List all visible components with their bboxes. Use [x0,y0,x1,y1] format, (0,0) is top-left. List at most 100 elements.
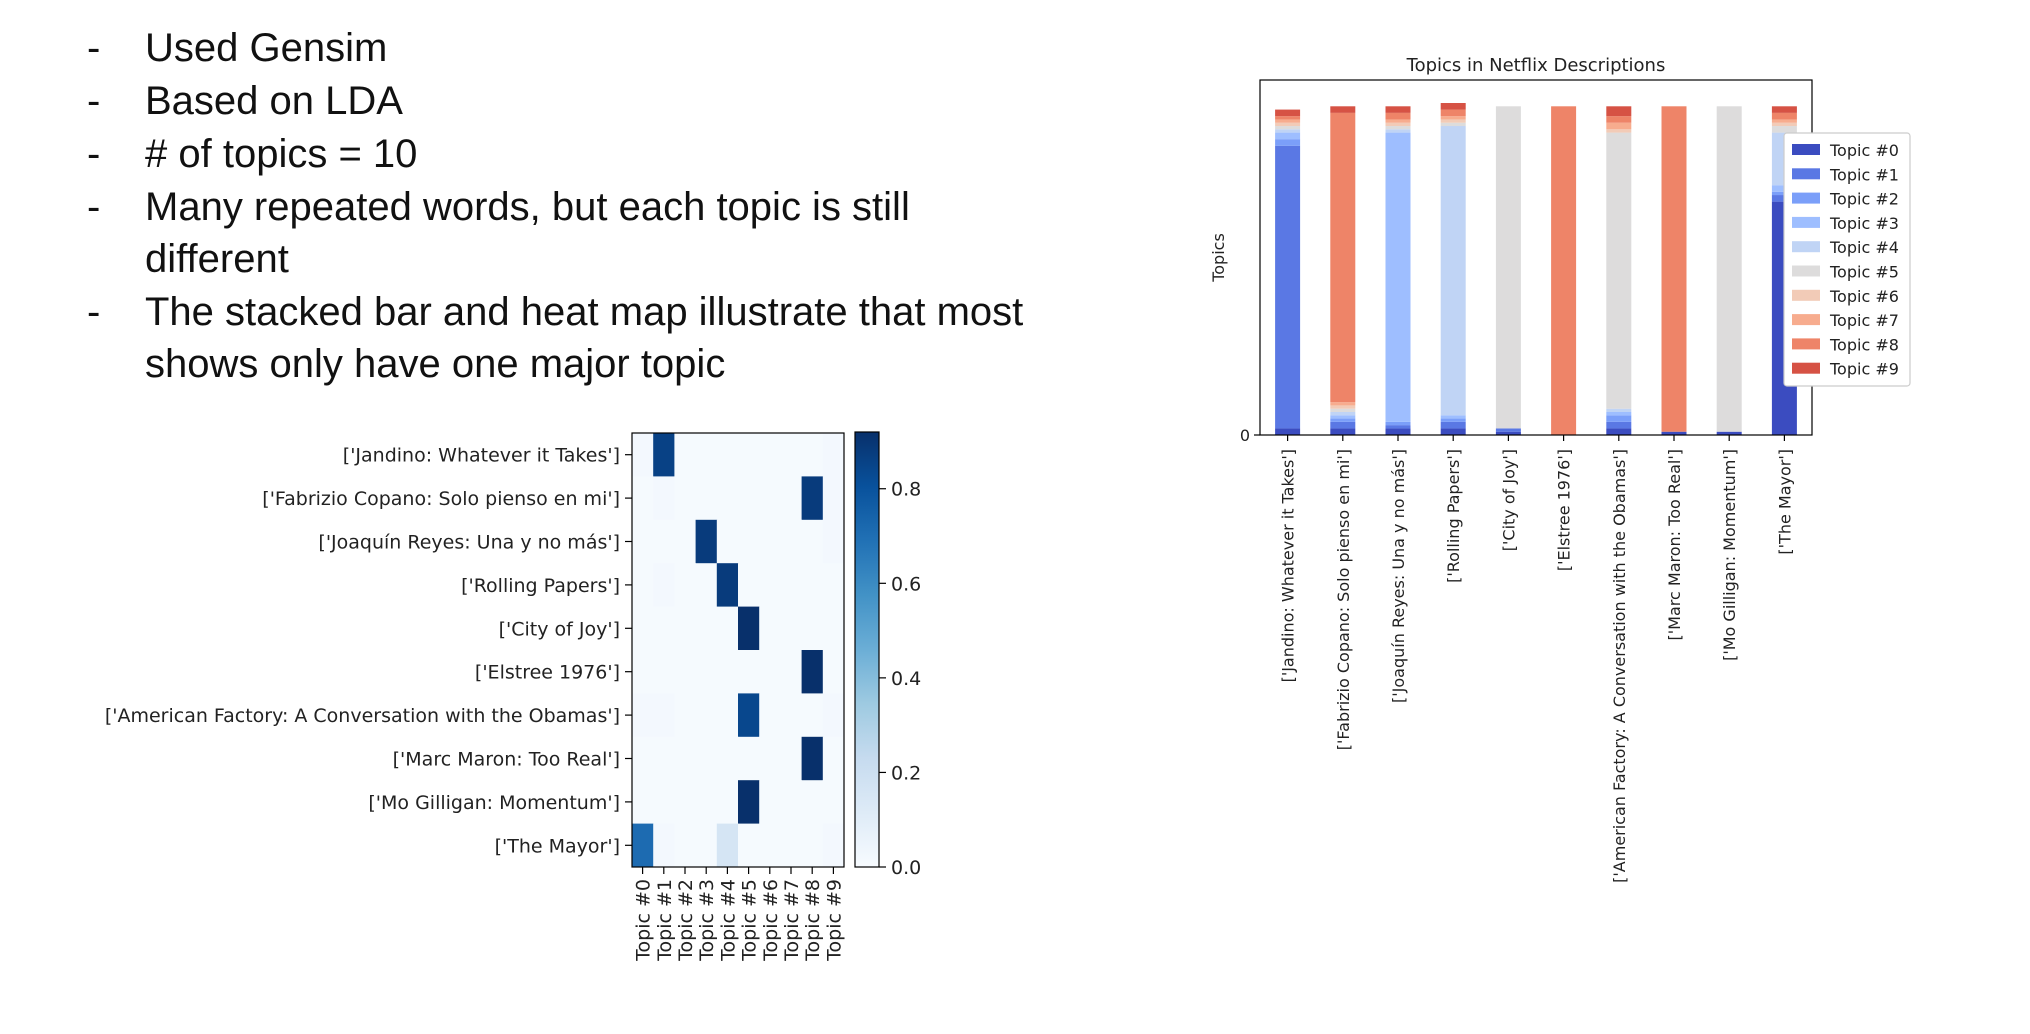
bar-segment [1771,185,1797,192]
bullet-text: Many repeated words, but each topic is s… [145,185,910,281]
bar-segment [1771,122,1797,127]
legend-label: Topic #5 [1829,263,1899,282]
bar-segment [1606,129,1632,133]
bar-segment [1440,421,1466,429]
bullet-marker: - [87,185,101,229]
heatmap-col-label: Topic #7 [781,879,803,962]
legend-label: Topic #2 [1829,190,1899,209]
heatmap-cell [801,519,824,564]
heatmap-col-label: Topic #3 [696,879,718,962]
heatmap-row-label: ['Jandino: Whatever it Takes'] [343,445,620,467]
legend-label: Topic #6 [1829,287,1899,306]
bar-segment [1440,126,1466,416]
heatmap-col-label: Topic #5 [739,879,761,962]
bar-segment [1606,116,1632,123]
heatmap-cell [822,650,845,694]
heatmap-cell [759,476,781,521]
bullet-text: Used Gensim [145,26,388,70]
colorbar-tick-label: 0.8 [891,479,921,501]
bar-segment [1771,126,1797,133]
bullet-item: - # of topics = 10 [85,128,985,180]
heatmap-cell [653,823,675,868]
bar-segment [1275,116,1301,120]
heatmap-cell [738,433,760,477]
legend-swatch [1792,338,1820,350]
x-tick-label: ['Elstree 1976'] [1555,449,1574,571]
bar-segment [1385,119,1411,123]
bar-segment [1661,106,1687,432]
bar-segment [1275,109,1301,117]
heatmap-col-label: Topic #2 [675,879,697,962]
heatmap-chart: ['Jandino: Whatever it Takes'] ['Fabrizio… [105,431,921,962]
heatmap-cell [738,563,760,607]
heatmap-row-label: ['Elstree 1976'] [475,662,620,684]
bar-segment [1771,112,1797,120]
legend-label: Topic #9 [1829,360,1899,379]
heatmap-cell [695,606,718,651]
bar-segment [1495,431,1521,435]
heatmap-row-label: ['The Mayor'] [495,835,620,857]
bullet-marker: - [87,290,101,334]
bullet-text: The stacked bar and heat map illustrate … [145,290,1024,386]
heatmap-frame [631,432,845,868]
x-tick-label: ['City of Joy'] [1499,449,1518,551]
heatmap-cell [632,433,654,477]
heatmap-cell [780,780,802,824]
heatmap-cell [822,736,845,781]
bar-segment [1275,145,1301,429]
heatmap-row-label: ['Mo Gilligan: Momentum'] [368,792,620,814]
heatmap-cell [780,606,802,651]
heatmap-cell [801,736,824,781]
heatmap-col-label: Topic #4 [717,879,739,962]
bullet-marker: - [87,132,101,176]
x-tick-label: ['American Factory: A Conversation with … [1610,449,1629,883]
heatmap-cell [674,823,696,868]
heatmap-cell [632,693,654,738]
bar-segment [1385,425,1411,429]
heatmap-cell [716,433,739,477]
x-tick-label: ['Fabrizio Copano: Solo pienso en mi'] [1334,449,1353,750]
heatmap-cell [695,519,718,564]
bar-segment [1440,109,1466,117]
bar-segment [1606,106,1632,117]
heatmap-cell [780,519,802,564]
bar-segment [1771,195,1797,202]
colorbar-tick-label: 0.6 [891,573,921,595]
bar-segment [1330,405,1356,409]
legend-swatch [1792,216,1820,228]
heatmap-cell [716,650,739,694]
bar-segment [1385,122,1411,127]
heatmap-cell [653,563,675,607]
plot-frame [1259,79,1813,436]
heatmap-cell [822,563,845,607]
heatmap-cell [632,606,654,651]
heatmap-cell [780,476,802,521]
legend-swatch [1792,241,1820,253]
bullet-list: - Used Gensim - Based on LDA - # of topics … [85,22,1023,391]
heatmap-cell [632,823,654,868]
bar-segment [1606,428,1632,435]
heatmap-cell [674,736,696,781]
heatmap-row-label: ['City of Joy'] [499,618,620,640]
heatmap-cell [674,606,696,651]
bar-segment [1716,431,1742,435]
heatmap-cell [759,606,781,651]
bar-segment [1330,112,1356,403]
heatmap-cell [822,476,845,521]
x-tick-label: ['Joaquín Reyes: Una y no más'] [1389,449,1408,703]
heatmap-cell [695,433,718,477]
heatmap-cell [822,519,845,564]
heatmap-cell [801,780,824,824]
heatmap-cell [738,736,760,781]
heatmap-cell [738,476,760,521]
bar-segment [1330,106,1356,113]
legend-swatch [1792,265,1820,277]
heatmap-cell [674,780,696,824]
heatmap-cell [759,563,781,607]
heatmap-cell [632,650,654,694]
bar-segment [1495,428,1521,432]
bar-segment [1661,431,1687,435]
bullet-text: # of topics = 10 [145,132,418,176]
heatmap-cell [738,606,760,651]
colorbar [854,431,880,868]
